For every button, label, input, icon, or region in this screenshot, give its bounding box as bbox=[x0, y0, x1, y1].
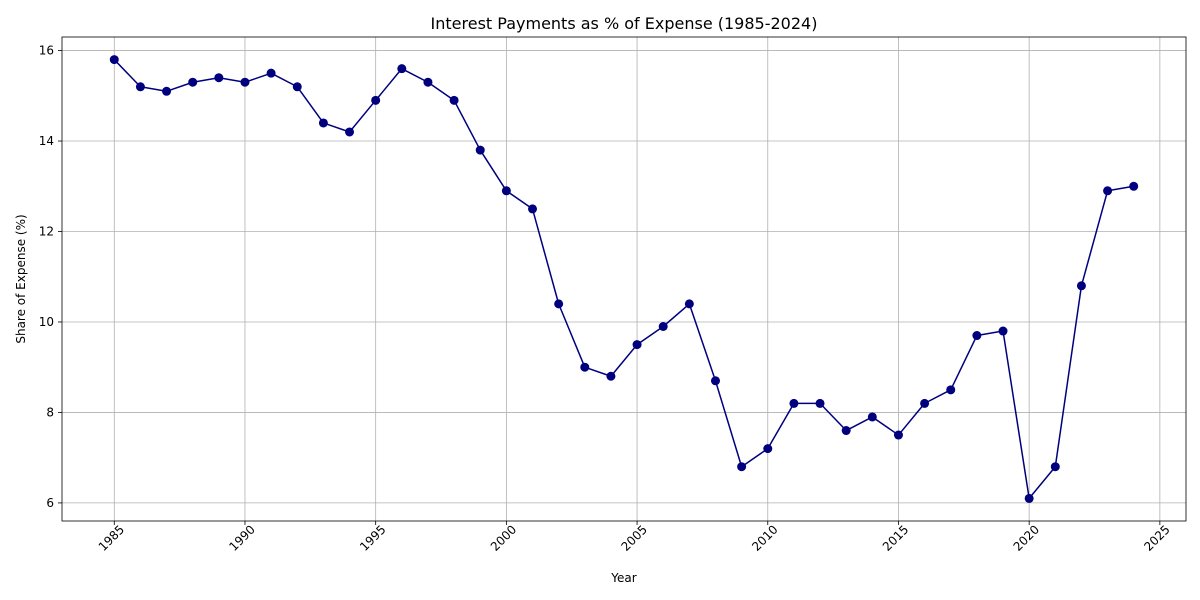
data-point-2023 bbox=[1103, 186, 1113, 196]
data-point-2001 bbox=[528, 204, 538, 214]
data-point-1998 bbox=[449, 95, 459, 105]
data-point-2000 bbox=[501, 186, 511, 196]
series-line bbox=[113, 59, 1134, 500]
data-point-1989 bbox=[214, 73, 224, 83]
y-tick-label: 8 bbox=[46, 405, 54, 419]
x-tick-label: 2010 bbox=[749, 522, 780, 553]
data-point-2012 bbox=[815, 398, 825, 408]
data-point-1997 bbox=[423, 77, 433, 87]
x-tick-label: 2000 bbox=[488, 522, 519, 553]
data-point-1985 bbox=[109, 55, 119, 65]
data-point-2020 bbox=[1024, 493, 1034, 503]
x-tick-label: 2020 bbox=[1011, 522, 1042, 553]
data-point-2002 bbox=[554, 299, 564, 309]
data-point-2022 bbox=[1076, 281, 1086, 291]
data-point-1995 bbox=[371, 95, 381, 105]
data-point-1988 bbox=[188, 77, 198, 87]
data-point-2017 bbox=[946, 385, 956, 395]
data-point-2003 bbox=[580, 362, 590, 372]
data-point-2009 bbox=[737, 462, 747, 472]
y-axis: 6 8 10 12 14 16 bbox=[39, 44, 62, 510]
y-tick-label: 16 bbox=[39, 44, 54, 58]
data-point-2013 bbox=[841, 426, 851, 436]
data-point-1992 bbox=[292, 82, 302, 92]
data-point-1991 bbox=[266, 68, 276, 78]
y-tick-label: 14 bbox=[39, 134, 54, 148]
x-tick-label: 1990 bbox=[226, 522, 257, 553]
plot-frame bbox=[61, 36, 1187, 522]
x-tick-label: 1995 bbox=[357, 522, 388, 553]
data-point-2014 bbox=[867, 412, 877, 422]
data-point-1999 bbox=[475, 145, 485, 155]
data-point-2006 bbox=[658, 321, 668, 331]
x-axis-label: Year bbox=[610, 571, 636, 585]
data-point-2019 bbox=[998, 326, 1008, 336]
data-point-2024 bbox=[1129, 181, 1139, 191]
data-point-1990 bbox=[240, 77, 250, 87]
data-point-1993 bbox=[318, 118, 328, 128]
x-tick-label: 2005 bbox=[618, 522, 649, 553]
data-point-1987 bbox=[162, 86, 172, 96]
data-point-2021 bbox=[1050, 462, 1060, 472]
x-tick-label: 2025 bbox=[1141, 522, 1172, 553]
data-point-2011 bbox=[789, 398, 799, 408]
y-axis-label: Share of Expense (%) bbox=[14, 214, 28, 343]
data-point-1996 bbox=[397, 64, 407, 74]
y-tick-label: 10 bbox=[39, 315, 54, 329]
x-axis: 1985 1990 1995 2000 2005 2010 2015 2020 2025 bbox=[96, 521, 1173, 554]
data-point-2010 bbox=[763, 444, 773, 454]
data-point-1994 bbox=[345, 127, 355, 137]
data-point-2007 bbox=[684, 299, 694, 309]
data-point-2018 bbox=[972, 331, 982, 341]
y-tick-label: 12 bbox=[39, 225, 54, 239]
chart-title: Interest Payments as % of Expense (1985-… bbox=[431, 14, 818, 33]
data-point-2015 bbox=[893, 430, 903, 440]
data-point-2005 bbox=[632, 340, 642, 350]
data-point-2016 bbox=[920, 398, 930, 408]
y-tick-label: 6 bbox=[46, 496, 54, 510]
data-point-1986 bbox=[135, 82, 145, 92]
series-group bbox=[109, 55, 1139, 503]
grid bbox=[62, 37, 1186, 521]
x-tick-label: 2015 bbox=[880, 522, 911, 553]
data-point-2004 bbox=[606, 371, 616, 381]
data-point-2008 bbox=[710, 376, 720, 386]
x-tick-label: 1985 bbox=[96, 522, 127, 553]
